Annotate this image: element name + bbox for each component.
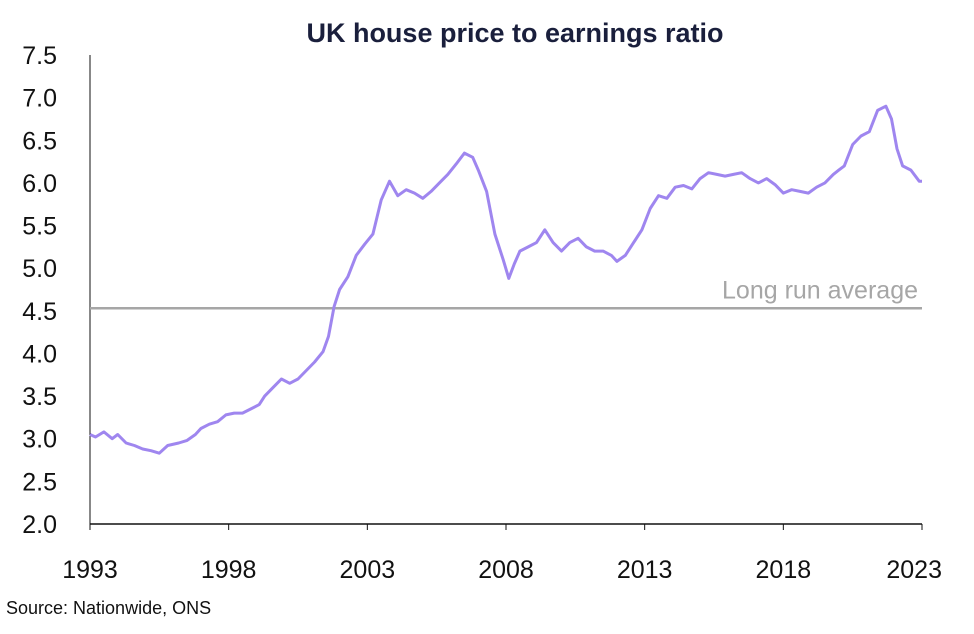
- y-tick-label: 7.5: [22, 42, 57, 70]
- y-tick-label: 4.5: [22, 298, 57, 326]
- y-tick-label: 6.5: [22, 127, 57, 155]
- x-tick-label: 2018: [756, 556, 812, 584]
- x-tick-label: 2008: [478, 556, 534, 584]
- x-tick-label: 1993: [62, 556, 118, 584]
- y-tick-label: 3.0: [22, 426, 57, 454]
- x-axis-ticks: 1993 1998 2003 2008 2013 2018 2023: [62, 524, 942, 584]
- chart-title: UK house price to earnings ratio: [306, 18, 724, 48]
- source-note: Source: Nationwide, ONS: [6, 598, 212, 618]
- y-tick-label: 2.0: [22, 511, 57, 539]
- y-tick-label: 6.0: [22, 170, 57, 198]
- x-tick-label: 2003: [340, 556, 396, 584]
- y-tick-label: 4.0: [22, 340, 57, 368]
- y-tick-label: 2.5: [22, 468, 57, 496]
- y-tick-label: 5.5: [22, 213, 57, 241]
- x-tick-label: 2013: [617, 556, 673, 584]
- ratio-series-line: [89, 104, 922, 455]
- y-tick-label: 5.0: [22, 255, 57, 283]
- y-tick-label: 3.5: [22, 383, 57, 411]
- x-tick-label: 2023: [886, 556, 942, 584]
- y-tick-label: 7.0: [22, 85, 57, 113]
- x-tick-label: 1998: [201, 556, 257, 584]
- y-axis-ticks: 2.0 2.5 3.0 3.5 4.0 4.5 5.0 5.5 6.0 6.5 7.0 7.5: [22, 42, 57, 539]
- long-run-average-label: Long run average: [722, 276, 918, 304]
